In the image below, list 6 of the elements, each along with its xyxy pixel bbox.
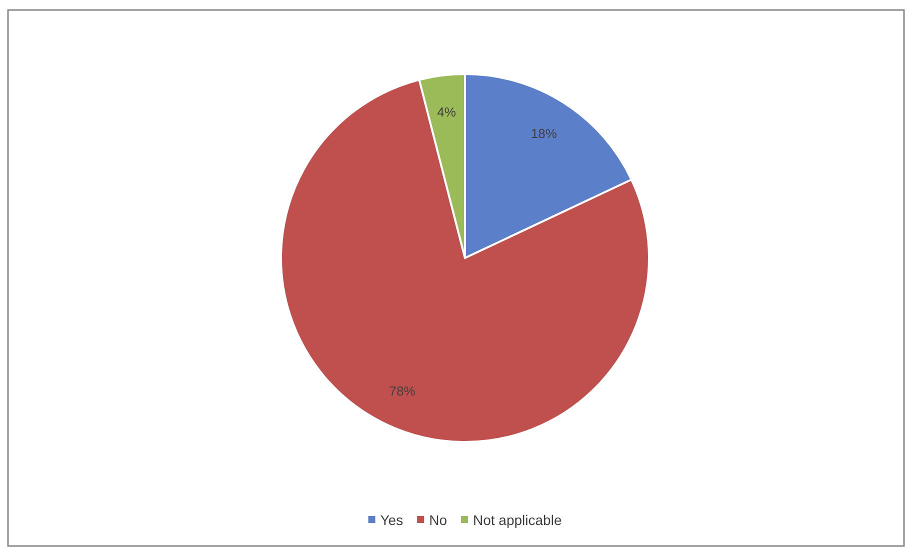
- legend-label: Yes: [380, 512, 404, 528]
- data-label: 78%: [389, 384, 416, 399]
- data-label: 4%: [437, 104, 456, 120]
- legend-label: No: [429, 512, 448, 528]
- data-label: 18%: [530, 126, 558, 142]
- legend-label: Not applicable: [473, 512, 562, 528]
